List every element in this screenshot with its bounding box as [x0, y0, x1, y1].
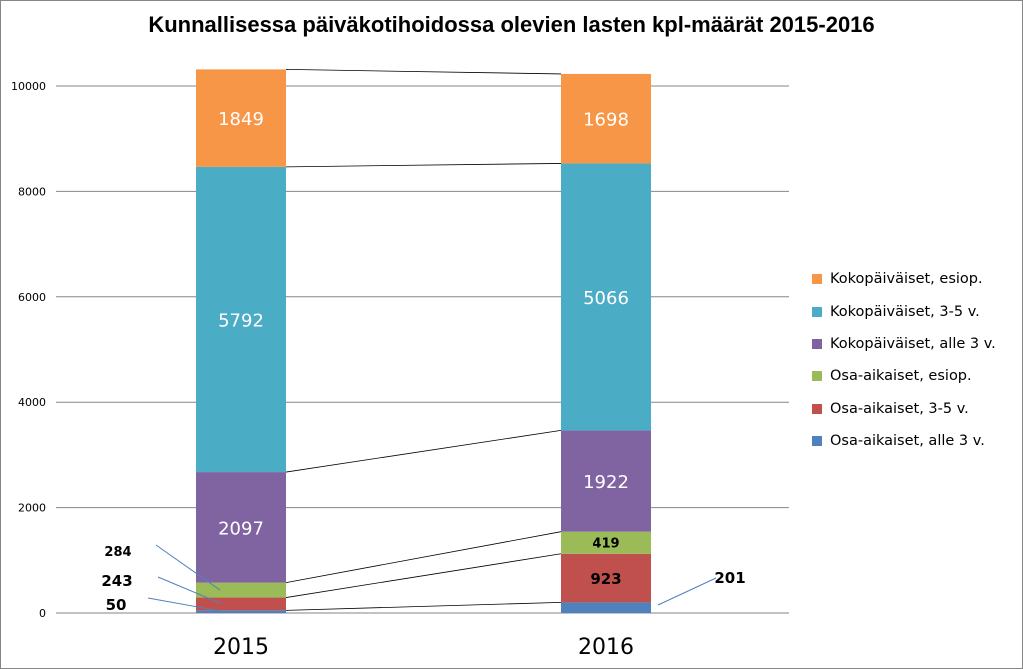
series-connector-line — [285, 553, 562, 598]
series-connector-line — [285, 602, 562, 611]
chart-legend: Kokopäiväiset, esiop. Kokopäiväiset, 3-5 … — [812, 263, 1017, 457]
leader-line — [147, 597, 225, 613]
data-label: 2097 — [218, 518, 264, 539]
series-connector-line — [285, 163, 562, 168]
data-label: 923 — [590, 570, 621, 588]
data-label: 50 — [106, 596, 127, 614]
y-tick-label: 4000 — [18, 396, 46, 409]
legend-swatch — [812, 371, 822, 382]
data-label: 5066 — [583, 288, 629, 309]
y-tick-label: 6000 — [18, 291, 46, 304]
legend-swatch — [812, 338, 822, 349]
legend-item: Osa-aikaiset, alle 3 v. — [812, 425, 1017, 457]
series-connector-line — [285, 68, 562, 75]
y-tick-label: 2000 — [18, 502, 46, 515]
legend-label: Osa-aikaiset, 3-5 v. — [830, 400, 969, 417]
data-label: 1698 — [583, 110, 629, 131]
data-label: 5792 — [218, 310, 264, 331]
data-label: 243 — [101, 572, 132, 590]
legend-item: Kokopäiväiset, 3-5 v. — [812, 295, 1017, 327]
legend-label: Kokopäiväiset, esiop. — [830, 271, 983, 288]
bar-segment — [196, 472, 286, 583]
legend-label: Osa-aikaiset, alle 3 v. — [830, 433, 985, 450]
data-label: 201 — [714, 569, 745, 587]
legend-swatch — [812, 403, 822, 414]
bar-segment — [561, 163, 651, 431]
legend-label: Kokopäiväiset, alle 3 v. — [830, 335, 996, 352]
legend-item: Osa-aikaiset, 3-5 v. — [812, 393, 1017, 425]
legend-item: Osa-aikaiset, esiop. — [812, 360, 1017, 392]
legend-swatch — [812, 274, 822, 285]
series-connector-line — [285, 531, 562, 583]
chart-title: Kunnallisessa päiväkotihoidossa olevien … — [148, 12, 875, 37]
data-label: 284 — [104, 545, 131, 560]
data-label: 1922 — [583, 472, 629, 493]
data-label: 419 — [592, 537, 619, 552]
bar-segment — [196, 597, 286, 611]
leader-line — [157, 576, 223, 605]
bar-segment — [196, 610, 286, 613]
bar-segment — [196, 582, 286, 598]
legend-item: Kokopäiväiset, alle 3 v. — [812, 328, 1017, 360]
bar-segment — [196, 166, 286, 473]
legend-swatch — [812, 436, 822, 447]
data-label: 1849 — [218, 109, 264, 130]
leader-line — [657, 577, 717, 606]
legend-label: Osa-aikaiset, esiop. — [830, 368, 972, 385]
legend-label: Kokopäiväiset, 3-5 v. — [830, 303, 980, 320]
series-connector-line — [285, 429, 562, 473]
legend-item: Kokopäiväiset, esiop. — [812, 263, 1017, 295]
bar-segment — [561, 531, 651, 554]
legend-swatch — [812, 306, 822, 317]
y-tick-label: 8000 — [18, 185, 46, 198]
bar-segment — [561, 73, 651, 164]
y-tick-label: 10000 — [11, 80, 46, 93]
x-tick-label: 2015 — [213, 635, 269, 660]
bar-segment — [196, 69, 286, 167]
y-tick-label: 0 — [39, 607, 46, 620]
x-tick-label: 2016 — [578, 635, 634, 660]
bar-segment — [561, 553, 651, 603]
bar-segment — [561, 430, 651, 532]
leader-line — [155, 544, 221, 591]
bar-segment — [561, 602, 651, 613]
